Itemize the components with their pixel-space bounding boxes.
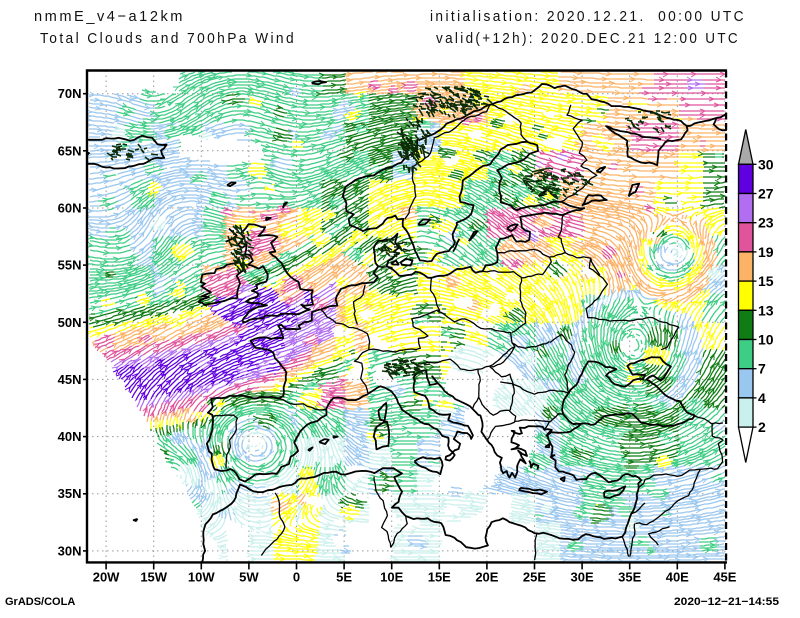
svg-text:15E: 15E	[428, 569, 451, 584]
svg-text:30E: 30E	[571, 569, 594, 584]
svg-text:0: 0	[293, 569, 300, 584]
svg-text:4: 4	[758, 390, 766, 406]
svg-text:GrADS/COLA: GrADS/COLA	[5, 596, 75, 608]
svg-text:2: 2	[758, 419, 766, 435]
svg-text:10: 10	[758, 332, 774, 348]
svg-text:40N: 40N	[58, 429, 82, 444]
svg-text:27: 27	[758, 186, 774, 202]
svg-text:60N: 60N	[58, 201, 82, 216]
svg-text:35N: 35N	[58, 486, 82, 501]
svg-text:15W: 15W	[140, 569, 167, 584]
svg-text:initialisation: 2020.12.21. 0: initialisation: 2020.12.21. 00:00 UTC	[430, 8, 746, 25]
svg-text:55N: 55N	[58, 258, 82, 273]
svg-text:45E: 45E	[713, 569, 736, 584]
svg-text:13: 13	[758, 302, 774, 318]
svg-text:40E: 40E	[666, 569, 689, 584]
svg-text:35E: 35E	[618, 569, 641, 584]
svg-text:30N: 30N	[58, 543, 82, 558]
svg-text:Total Clouds and 700hPa Wind: Total Clouds and 700hPa Wind	[40, 30, 296, 47]
svg-text:5W: 5W	[239, 569, 259, 584]
svg-text:7: 7	[758, 361, 766, 377]
svg-text:valid(+12h): 2020.DEC.21 12:00: valid(+12h): 2020.DEC.21 12:00 UTC	[436, 30, 740, 47]
svg-text:nmmE_v4−a12km: nmmE_v4−a12km	[34, 8, 185, 25]
svg-text:15: 15	[758, 273, 774, 289]
svg-text:5E: 5E	[336, 569, 352, 584]
svg-text:20E: 20E	[475, 569, 498, 584]
svg-text:25E: 25E	[523, 569, 546, 584]
svg-text:20W: 20W	[93, 569, 120, 584]
svg-text:10W: 10W	[188, 569, 215, 584]
svg-text:65N: 65N	[58, 143, 82, 158]
svg-text:45N: 45N	[58, 372, 82, 387]
svg-text:70N: 70N	[58, 86, 82, 101]
svg-text:10E: 10E	[380, 569, 403, 584]
svg-text:2020−12−21−14:55: 2020−12−21−14:55	[674, 596, 779, 608]
svg-text:30: 30	[758, 156, 774, 172]
svg-text:23: 23	[758, 215, 774, 231]
svg-text:19: 19	[758, 244, 774, 260]
svg-text:50N: 50N	[58, 315, 82, 330]
